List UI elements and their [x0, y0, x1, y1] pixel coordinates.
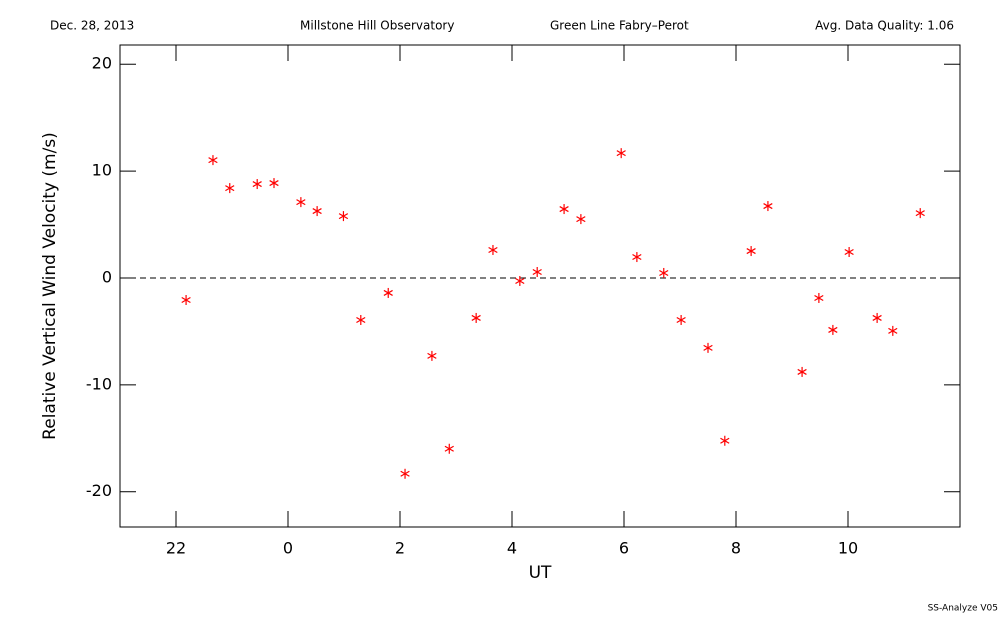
x-tick-label: 22 — [166, 539, 186, 558]
point — [576, 214, 586, 225]
point — [225, 183, 235, 194]
point — [746, 246, 756, 257]
header-instrument: Green Line Fabry–Perot — [550, 19, 689, 33]
point — [532, 266, 542, 277]
header-observatory: Millstone Hill Observatory — [300, 19, 454, 33]
point — [400, 468, 410, 479]
point — [488, 244, 498, 255]
point — [269, 178, 279, 189]
point — [181, 295, 191, 306]
point — [338, 211, 349, 222]
point — [763, 201, 773, 212]
y-tick-label: -10 — [86, 374, 112, 393]
header-date: Dec. 28, 2013 — [50, 19, 134, 33]
plot-frame — [119, 44, 961, 528]
point — [383, 287, 393, 298]
footer: SS-Analyze V05 — [928, 604, 998, 614]
point — [888, 325, 898, 336]
point — [797, 366, 807, 377]
y-tick-label: 10 — [92, 161, 112, 180]
point — [659, 267, 669, 278]
y-tick-label: -20 — [86, 481, 112, 500]
point — [828, 324, 838, 335]
x-tick-label: 8 — [731, 539, 741, 558]
x-tick-label: 2 — [395, 539, 405, 558]
x-axis-label: UT — [529, 563, 552, 583]
point — [703, 342, 713, 353]
point — [814, 292, 824, 303]
point — [471, 312, 481, 323]
y-tick-label: 20 — [92, 54, 112, 73]
point — [252, 179, 262, 190]
point — [296, 197, 306, 208]
point — [559, 204, 569, 215]
point — [844, 247, 854, 258]
point — [632, 252, 642, 263]
header-quality: Avg. Data Quality: 1.06 — [815, 19, 954, 33]
point — [915, 208, 925, 219]
point — [427, 350, 437, 361]
x-tick-label: 0 — [283, 539, 293, 558]
point — [676, 314, 686, 325]
point — [515, 275, 525, 286]
point — [312, 206, 322, 217]
y-tick-label: 0 — [102, 267, 112, 286]
x-tick-label: 4 — [507, 539, 517, 558]
point — [444, 443, 454, 454]
x-tick-label: 6 — [619, 539, 629, 558]
point — [208, 155, 218, 166]
point — [720, 435, 730, 446]
point — [872, 312, 882, 323]
point — [356, 314, 366, 325]
x-tick-label: 10 — [838, 539, 858, 558]
point — [616, 148, 626, 159]
y-axis-label: Relative Vertical Wind Velocity (m/s) — [40, 132, 60, 440]
